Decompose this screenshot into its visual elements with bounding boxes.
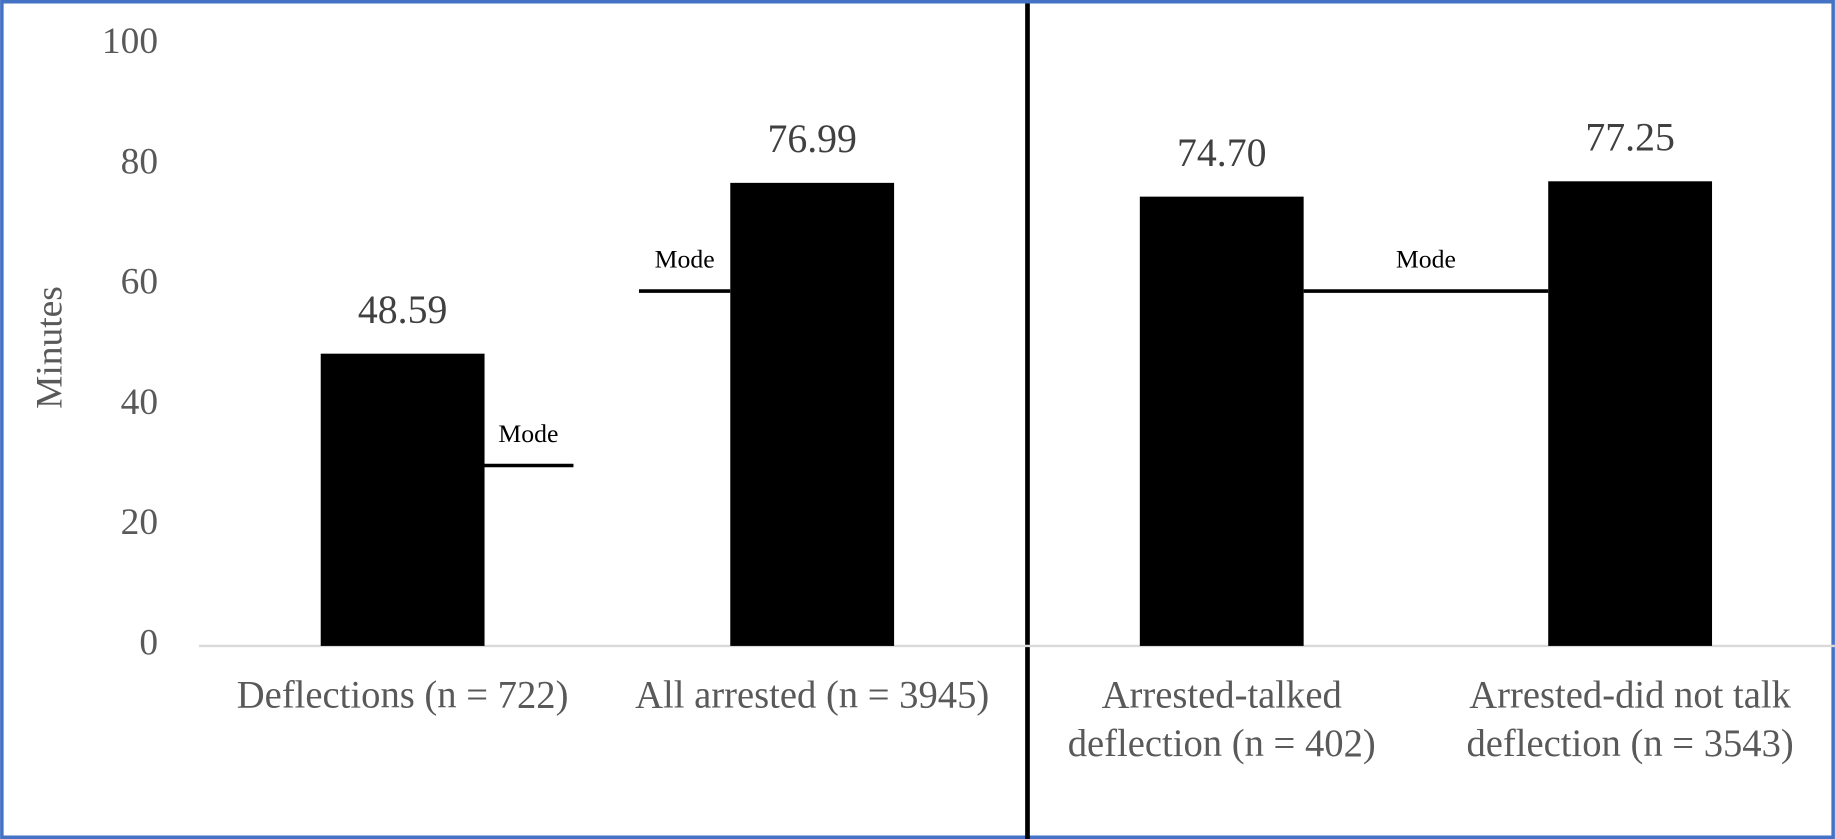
value-label: 77.25 (1585, 116, 1674, 160)
mode-label: Mode (498, 419, 558, 448)
y-tick-label: 40 (121, 382, 158, 423)
value-label: 48.59 (358, 288, 447, 332)
y-tick-label: 100 (102, 21, 158, 62)
mode-label: Mode (655, 245, 715, 274)
mode-label: Mode (1396, 245, 1456, 274)
value-label: 76.99 (767, 117, 856, 161)
y-tick-label: 20 (121, 502, 158, 543)
bar (1139, 196, 1304, 646)
x-tick-label: Arrested-talked deflection (n = 402) (1068, 674, 1376, 764)
y-tick-label: 80 (121, 141, 158, 182)
value-label: 74.70 (1177, 131, 1266, 175)
x-tick-label: Deflections (n = 722) (237, 674, 569, 716)
bar (320, 353, 485, 646)
y-tick-label: 60 (121, 262, 158, 303)
bar (730, 182, 895, 646)
y-axis-label: Minutes (29, 286, 70, 409)
bar (1548, 181, 1713, 646)
y-tick-label: 0 (139, 623, 158, 664)
x-tick-label: All arrested (n = 3945) (635, 674, 989, 716)
x-tick-label: Arrested-did not talk deflection (n = 354… (1466, 674, 1793, 764)
